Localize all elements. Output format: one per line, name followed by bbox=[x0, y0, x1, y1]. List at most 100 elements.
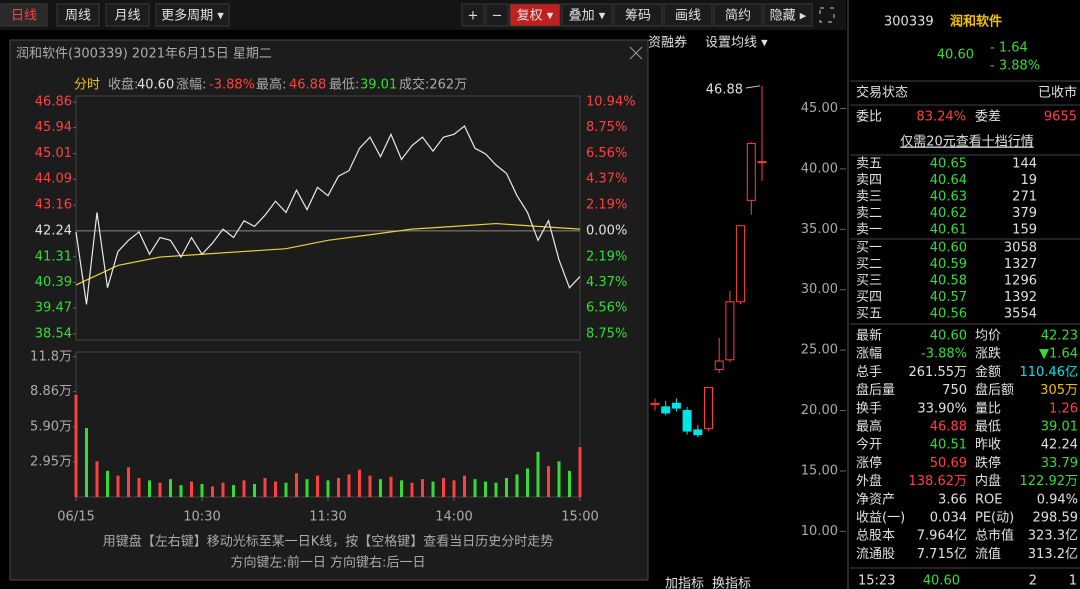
value: 已收市 bbox=[1038, 85, 1077, 101]
volume-bar bbox=[421, 479, 424, 497]
close-icon[interactable] bbox=[629, 46, 643, 60]
y-tick-label: 39.47 bbox=[35, 301, 72, 316]
toolbar-button[interactable] bbox=[0, 3, 48, 27]
stat-value: 40.51 bbox=[930, 438, 967, 453]
tick-row: 15:23 bbox=[858, 574, 895, 589]
volume-bar bbox=[337, 477, 340, 497]
price-frame bbox=[75, 95, 581, 341]
y-right-tick-label: 8.75% bbox=[586, 327, 627, 342]
candle-body bbox=[725, 301, 735, 361]
candle-body bbox=[714, 360, 724, 370]
volume-bar bbox=[368, 475, 372, 497]
stat-label: 盘后额 bbox=[975, 382, 1014, 398]
toolbar-button[interactable] bbox=[713, 3, 763, 27]
volume-bar bbox=[190, 481, 193, 497]
stat-value: 42.24 bbox=[1041, 438, 1078, 453]
kline-label: 加指标 bbox=[665, 577, 704, 589]
stat-label: 换手 bbox=[856, 401, 882, 416]
stat-value: 305万 bbox=[1040, 383, 1078, 398]
toolbar-button[interactable] bbox=[485, 3, 509, 27]
toolbar-button[interactable] bbox=[105, 3, 150, 27]
stat-label: 金额 bbox=[975, 364, 1001, 380]
fullscreen-icon[interactable] bbox=[819, 7, 835, 23]
volume-bar bbox=[526, 468, 529, 497]
stat-value: 3.66 bbox=[938, 492, 967, 507]
info-text: 46.88 bbox=[289, 78, 326, 93]
average-line bbox=[75, 222, 581, 286]
volume-bar bbox=[242, 480, 246, 497]
kline-tick-label: 40.00 bbox=[801, 161, 838, 176]
toolbar-label: 月线 bbox=[114, 9, 140, 24]
stat-label: 最高 bbox=[856, 419, 882, 435]
stat-value: 0.94% bbox=[1037, 492, 1078, 507]
info-text: 最低: bbox=[329, 78, 359, 93]
volume-bar bbox=[347, 474, 351, 497]
toolbar-label: 筹码 bbox=[625, 8, 651, 24]
stat-label: 外盘 bbox=[856, 473, 882, 489]
value: 83.24% bbox=[916, 110, 966, 125]
toolbar-label: 画线 bbox=[675, 9, 701, 24]
y-tick-label: 43.16 bbox=[35, 198, 72, 213]
stat-label: 均价 bbox=[975, 329, 1001, 344]
tick-row: 1 bbox=[1069, 574, 1077, 589]
stat-value: 750 bbox=[942, 383, 967, 398]
y-tick-label: 46.86 bbox=[35, 95, 72, 110]
volume-bar bbox=[85, 428, 88, 497]
popup-title: 润和软件(300339) 2021年6月15日 星期二 bbox=[16, 47, 272, 62]
volume-bar bbox=[169, 479, 172, 497]
volume-bar bbox=[148, 480, 151, 497]
label: 委比 bbox=[856, 110, 882, 125]
x-tick-label: 11:30 bbox=[309, 510, 346, 525]
volume-bar bbox=[379, 479, 382, 497]
y-right-tick-label: 6.56% bbox=[586, 146, 627, 161]
quote-link[interactable]: 仅需20元查看十档行情 bbox=[900, 134, 1034, 150]
volume-bar bbox=[221, 482, 225, 497]
stock-code: 300339 bbox=[884, 15, 934, 30]
stat-label: 总手 bbox=[856, 365, 882, 380]
toolbar-button[interactable] bbox=[663, 3, 713, 27]
toolbar-button[interactable] bbox=[509, 3, 561, 27]
volume-bar bbox=[557, 461, 561, 497]
volume-bar bbox=[263, 477, 267, 497]
toolbar-button[interactable] bbox=[461, 3, 485, 27]
stat-label: PE(动) bbox=[975, 511, 1014, 526]
footer-hint: 用键盘【左右键】移动光标至某一日K线，按【空格键】查看当日历史分时走势 bbox=[103, 534, 554, 550]
price-change: - 1.64 bbox=[990, 41, 1028, 56]
volume-tick-label: 2.95万 bbox=[30, 454, 72, 469]
toolbar-button[interactable] bbox=[56, 3, 100, 27]
volume-bar bbox=[442, 477, 445, 497]
kline-tick-label: 45.00 bbox=[801, 101, 838, 116]
stat-value: 110.46亿 bbox=[1020, 365, 1079, 380]
y-tick-label: 38.54 bbox=[35, 327, 72, 342]
volume-bar bbox=[358, 469, 361, 497]
last-price: 40.60 bbox=[937, 48, 974, 63]
volume-bar bbox=[211, 486, 214, 497]
toolbar-label: 更多周期 ▾ bbox=[161, 8, 224, 24]
annotation-arrow bbox=[745, 85, 761, 89]
volume-tick-label: 5.90万 bbox=[30, 419, 72, 434]
toolbar-button[interactable] bbox=[763, 3, 813, 27]
toolbar-button[interactable] bbox=[613, 3, 663, 27]
y-right-tick-label: 10.94% bbox=[586, 95, 636, 110]
candle-body bbox=[746, 143, 756, 201]
book-volume: 1327 bbox=[1004, 257, 1037, 272]
volume-bar bbox=[463, 475, 466, 497]
stat-label: 今开 bbox=[856, 437, 882, 453]
volume-bar bbox=[326, 480, 330, 497]
stat-value: -3.88% bbox=[921, 347, 967, 362]
volume-bar bbox=[568, 470, 571, 497]
toolbar-label: 复权 ▾ bbox=[517, 8, 554, 24]
book-label: 买二 bbox=[856, 257, 882, 272]
toolbar-button[interactable] bbox=[155, 3, 230, 27]
book-price: 40.61 bbox=[930, 223, 967, 238]
stat-label: 总市值 bbox=[975, 528, 1014, 544]
volume-bar bbox=[410, 482, 414, 497]
toolbar-label: 叠加 ▾ bbox=[569, 9, 606, 24]
volume-bar bbox=[253, 483, 256, 497]
book-volume: 1392 bbox=[1004, 290, 1037, 305]
book-label: 买一 bbox=[856, 241, 882, 256]
stat-label: 收益(一) bbox=[856, 511, 905, 526]
kline-tick-label: 30.00 bbox=[801, 282, 838, 297]
volume-bar bbox=[232, 485, 235, 497]
toolbar-button[interactable] bbox=[561, 3, 613, 27]
